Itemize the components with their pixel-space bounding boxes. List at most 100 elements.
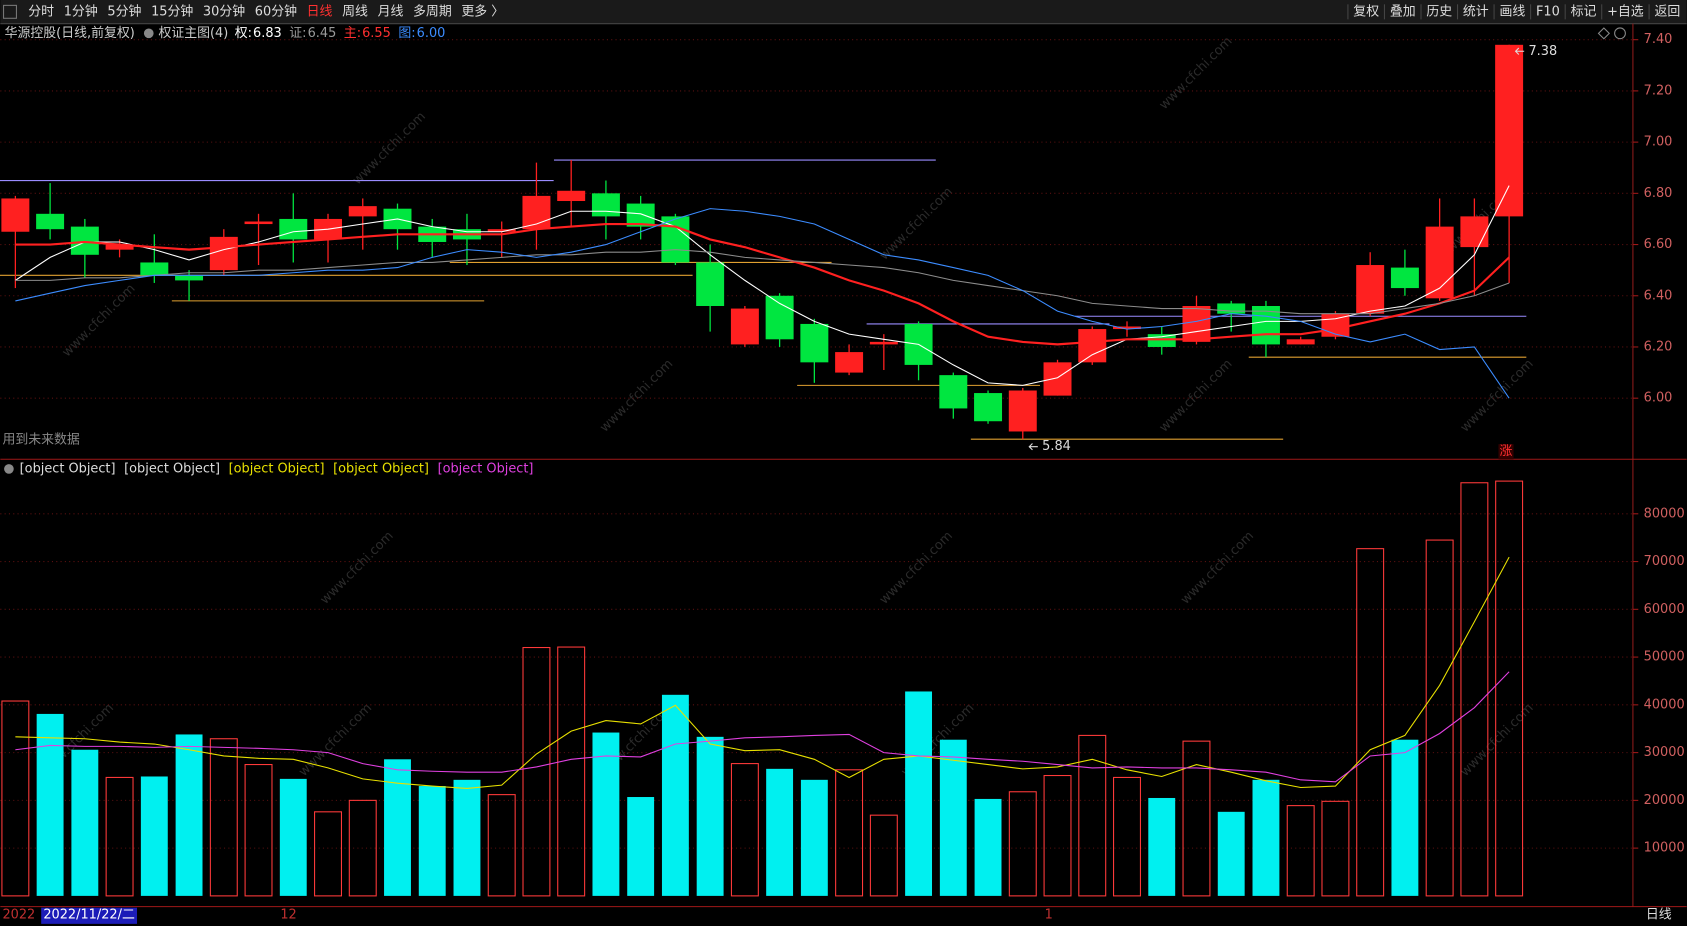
candle-body xyxy=(1043,362,1072,396)
volume-bar xyxy=(1460,482,1489,897)
stock-title: 华源控股(日线,前复权) xyxy=(5,25,135,41)
volume-header-item: [object Object] xyxy=(229,461,325,476)
ma-line xyxy=(15,671,1510,783)
annotation-arrow xyxy=(1028,443,1038,451)
volume-bar xyxy=(905,691,933,896)
volume-bar xyxy=(661,694,689,896)
volume-bar xyxy=(627,797,655,896)
volume-bar xyxy=(869,814,898,897)
indicator-label: 图: xyxy=(398,26,415,41)
candle-body xyxy=(1113,326,1141,330)
volume-bar xyxy=(522,646,551,897)
indicator-value: 6.45 xyxy=(308,26,337,41)
candle-body xyxy=(1425,226,1454,299)
ma-line xyxy=(15,222,1510,346)
volume-bar xyxy=(36,713,64,896)
candle-body xyxy=(1147,334,1176,347)
annotation-label: 5.84 xyxy=(1042,439,1071,454)
candle-body xyxy=(1078,329,1107,363)
y-tick-label: 10000 xyxy=(1644,841,1685,856)
toolbar-button[interactable]: 画线 xyxy=(1499,4,1525,19)
volume-bar xyxy=(140,776,168,896)
toolbar-button[interactable]: 叠加 xyxy=(1390,4,1416,19)
volume-icon[interactable] xyxy=(4,464,14,474)
volume-bar xyxy=(348,799,377,897)
y-tick-label: 60000 xyxy=(1644,602,1685,617)
circle-icon[interactable] xyxy=(1614,27,1626,40)
indicator-label: 证: xyxy=(289,26,306,41)
y-tick-label: 7.00 xyxy=(1644,135,1673,150)
ma-line xyxy=(15,556,1510,789)
cursor-date: 2022/11/22/二 xyxy=(43,908,135,923)
volume-bar xyxy=(1008,791,1037,897)
indicator-value: 6.55 xyxy=(362,26,391,41)
indicator-value: 6.83 xyxy=(253,26,282,41)
candle-body xyxy=(869,341,898,345)
candle-body xyxy=(730,308,759,345)
toolbar-tab[interactable]: 周线 xyxy=(342,4,368,19)
toolbar-button[interactable]: 统计 xyxy=(1463,4,1489,19)
volume-bar xyxy=(800,779,828,896)
volume-header-item: [object Object] xyxy=(124,461,220,476)
toolbar-tab[interactable]: 1分钟 xyxy=(64,3,98,19)
toolbar-tab[interactable]: 多周期 xyxy=(413,4,452,19)
toolbar-tab[interactable]: 15分钟 xyxy=(151,3,193,19)
toolbar-button[interactable]: 标记 xyxy=(1571,4,1597,19)
toolbar-tab[interactable]: 5分钟 xyxy=(107,3,141,19)
candle-body xyxy=(1460,216,1489,248)
volume-bar xyxy=(314,811,342,897)
toolbar-tab[interactable]: 分时 xyxy=(28,4,54,19)
candle-body xyxy=(1182,306,1211,342)
indicator-icon[interactable] xyxy=(143,28,154,39)
volume-header-item: [object Object] xyxy=(333,461,429,476)
candle-body xyxy=(939,375,968,409)
volume-bar xyxy=(939,739,967,896)
volume-bar xyxy=(1356,548,1385,897)
ma-line xyxy=(15,185,1510,386)
volume-bar xyxy=(1425,539,1454,897)
volume-bar xyxy=(1217,811,1245,896)
candle-body xyxy=(487,229,516,232)
candle-body xyxy=(835,352,864,373)
toolbar-tab[interactable]: 日线 xyxy=(307,4,333,19)
toolbar-button[interactable]: 返回 xyxy=(1654,4,1680,19)
y-tick-label: 40000 xyxy=(1644,697,1685,712)
future-note: 用到未来数据 xyxy=(2,432,79,447)
candle-body xyxy=(1008,390,1037,432)
ma-line xyxy=(15,208,1510,399)
y-tick-label: 7.20 xyxy=(1644,83,1673,98)
volume-bar xyxy=(105,776,134,897)
candle-body xyxy=(1251,306,1280,345)
volume-bar xyxy=(175,734,203,896)
volume-bar xyxy=(1113,776,1141,897)
candle-body xyxy=(175,275,204,281)
volume-bar xyxy=(1182,740,1211,897)
indicator-label: 主: xyxy=(344,26,361,41)
toolbar-button[interactable]: F10 xyxy=(1536,4,1560,19)
candle-body xyxy=(1356,265,1385,314)
period-label: 日线 xyxy=(1646,908,1672,923)
y-tick-label: 6.20 xyxy=(1644,339,1673,354)
menu-icon[interactable] xyxy=(3,4,17,19)
toolbar-button[interactable]: 历史 xyxy=(1426,4,1452,19)
x-tick-label: 12 xyxy=(280,908,296,923)
toolbar-button[interactable]: 复权 xyxy=(1353,3,1379,19)
candle-body xyxy=(36,213,65,230)
candle-body xyxy=(105,244,134,250)
toolbar-tab[interactable]: 60分钟 xyxy=(255,3,297,19)
x-tick-label: 2022 xyxy=(2,908,35,923)
toolbar-tab[interactable]: 30分钟 xyxy=(203,3,245,19)
volume-bar xyxy=(1148,797,1176,896)
toolbar-button[interactable]: +自选 xyxy=(1607,4,1644,19)
toolbar-tab[interactable]: 月线 xyxy=(378,4,404,19)
diamond-icon[interactable] xyxy=(1597,27,1611,40)
y-tick-label: 70000 xyxy=(1644,554,1685,569)
candle-body xyxy=(557,190,586,202)
toolbar-tab[interactable]: 更多 〉 xyxy=(461,4,504,19)
y-tick-label: 6.60 xyxy=(1644,237,1673,252)
candle-body xyxy=(800,323,829,363)
candle-body xyxy=(244,221,273,225)
candle-body xyxy=(348,206,377,217)
volume-bar xyxy=(1252,779,1280,896)
